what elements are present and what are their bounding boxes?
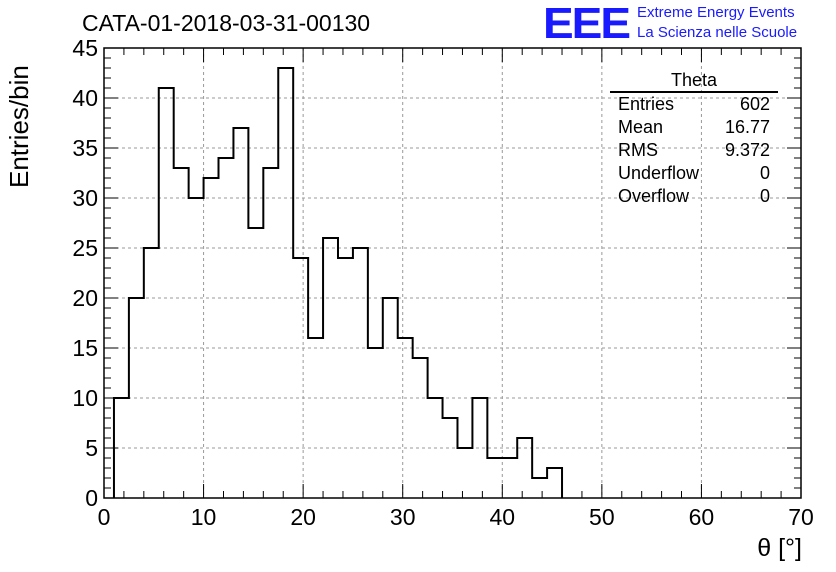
- stats-row: Overflow 0: [610, 185, 778, 208]
- y-tick-label: 10: [72, 385, 98, 411]
- stats-title: Theta: [610, 70, 778, 93]
- stats-box: Theta Entries 602 Mean 16.77 RMS 9.372 Unde…: [610, 70, 778, 208]
- x-tick-label: 30: [390, 504, 416, 530]
- logo-line-2: La Scienza nelle Scuole: [637, 24, 798, 41]
- stats-label: Underflow: [618, 163, 700, 183]
- stats-row: Underflow 0: [610, 162, 778, 185]
- y-tick-label: 20: [72, 285, 98, 311]
- x-tick-labels: 0 10 20 30 40 50 60 70: [98, 504, 814, 530]
- y-tick-label: 25: [72, 235, 98, 261]
- stats-row: RMS 9.372: [610, 139, 778, 162]
- y-axis-label: Entries/bin: [4, 65, 34, 188]
- stats-value: 9.372: [724, 140, 770, 160]
- x-tick-label: 20: [290, 504, 316, 530]
- y-tick-label: 35: [72, 135, 98, 161]
- grid-lines: [104, 48, 801, 498]
- eee-logo: EEE: [543, 0, 631, 48]
- x-tick-label: 10: [191, 504, 217, 530]
- stats-row: Entries 602: [610, 93, 778, 116]
- x-tick-label: 0: [98, 504, 111, 530]
- y-tick-label: 45: [72, 35, 98, 61]
- x-axis-label: θ [°]: [757, 534, 802, 562]
- y-tick-label: 15: [72, 335, 98, 361]
- stats-row: Mean 16.77: [610, 116, 778, 139]
- stats-value: 602: [739, 94, 770, 114]
- y-tick-label: 40: [72, 85, 98, 111]
- y-tick-label: 0: [85, 485, 98, 511]
- y-tick-label: 5: [85, 435, 98, 461]
- stats-label: Entries: [618, 94, 675, 114]
- stats-value: 0: [759, 186, 770, 206]
- axis-ticks: [103, 47, 802, 499]
- logo-line-1: Extreme Energy Events: [637, 4, 795, 21]
- x-tick-label: 70: [788, 504, 814, 530]
- x-tick-label: 60: [689, 504, 715, 530]
- x-tick-label: 50: [589, 504, 615, 530]
- stats-value: 0: [759, 163, 770, 183]
- histogram-step-line: [112, 67, 564, 498]
- stats-value: 16.77: [724, 117, 770, 137]
- plot-frame: [103, 47, 802, 499]
- chart-title: CATA-01-2018-03-31-00130: [82, 10, 371, 36]
- stats-label: Overflow: [618, 186, 690, 206]
- stats-label: RMS: [618, 140, 658, 160]
- y-tick-label: 30: [72, 185, 98, 211]
- y-tick-labels: 0 5 10 15 20 25 30 35 40 45: [72, 35, 98, 511]
- stats-label: Mean: [618, 117, 664, 137]
- x-tick-label: 40: [489, 504, 515, 530]
